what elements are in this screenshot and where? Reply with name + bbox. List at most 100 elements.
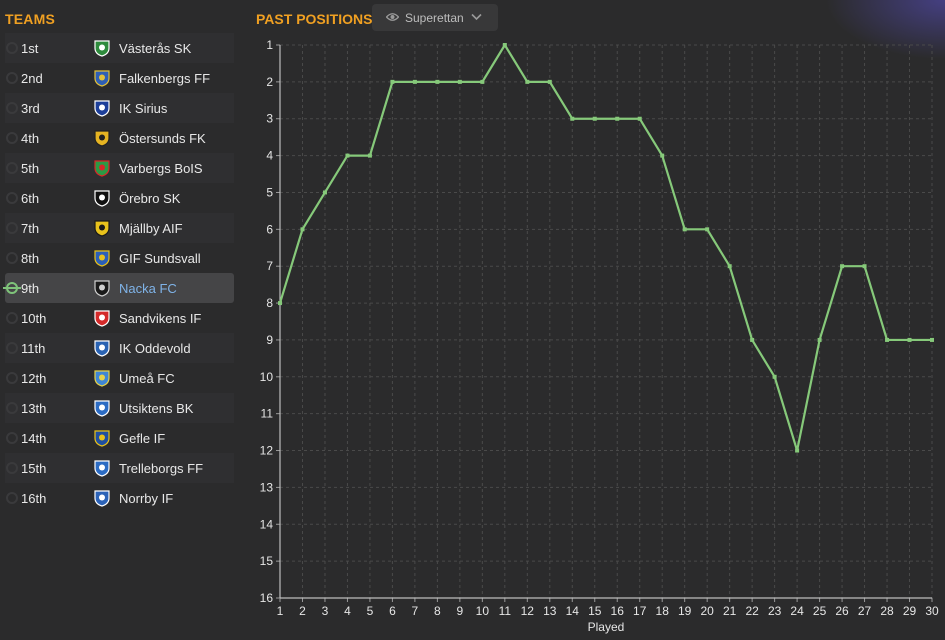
team-row[interactable]: 8th GIF Sundsvall	[5, 243, 234, 273]
x-tick-label: 8	[434, 604, 441, 618]
x-tick-label: 7	[412, 604, 419, 618]
team-position: 16th	[21, 491, 47, 506]
y-tick-label: 10	[260, 370, 274, 384]
club-badge-icon	[94, 100, 110, 117]
data-point	[412, 79, 417, 84]
team-position: 5th	[21, 161, 40, 176]
club-badge-icon	[94, 280, 110, 297]
visibility-toggle[interactable]	[6, 42, 18, 54]
visibility-toggle[interactable]	[6, 72, 18, 84]
team-row[interactable]: 12th Umeå FC	[5, 363, 234, 393]
data-point	[750, 337, 755, 342]
x-tick-label: 11	[499, 604, 512, 618]
visibility-toggle[interactable]	[6, 432, 18, 444]
team-row[interactable]: 7th Mjällby AIF	[5, 213, 234, 243]
x-tick-label: 4	[344, 604, 351, 618]
team-row[interactable]: 13th Utsiktens BK	[5, 393, 234, 423]
x-tick-label: 13	[543, 604, 557, 618]
x-tick-label: 17	[633, 604, 647, 618]
team-row[interactable]: 9th Nacka FC	[3, 273, 234, 303]
club-badge-icon	[94, 40, 110, 57]
y-tick-label: 15	[260, 554, 274, 568]
team-position: 3rd	[21, 101, 40, 116]
data-point	[278, 301, 282, 306]
y-tick-label: 3	[266, 112, 273, 126]
team-position: 11th	[21, 341, 46, 356]
chart-title: PAST POSITIONS	[256, 11, 373, 27]
x-tick-label: 9	[457, 604, 464, 618]
competition-filter-dropdown[interactable]: Superettan	[372, 4, 498, 31]
data-point	[660, 153, 665, 158]
y-tick-label: 11	[261, 407, 274, 421]
visibility-toggle[interactable]	[6, 252, 18, 264]
visibility-toggle[interactable]	[6, 132, 18, 144]
x-tick-label: 16	[611, 604, 625, 618]
team-name: Gefle IF	[119, 431, 166, 446]
series-line	[278, 43, 932, 452]
x-tick-label: 25	[813, 604, 827, 618]
team-row[interactable]: 15th Trelleborgs FF	[5, 453, 234, 483]
y-tick-label: 7	[266, 259, 273, 273]
data-point	[547, 79, 552, 84]
team-name: Trelleborgs FF	[119, 461, 204, 476]
visibility-toggle[interactable]	[6, 222, 18, 234]
x-tick-label: 2	[299, 604, 306, 618]
team-name: Falkenbergs FF	[119, 71, 211, 86]
data-point	[570, 116, 575, 121]
team-row[interactable]: 2nd Falkenbergs FF	[5, 63, 234, 93]
data-point	[435, 79, 440, 84]
team-row[interactable]: 10th Sandvikens IF	[5, 303, 234, 333]
team-row[interactable]: 11th IK Oddevold	[5, 333, 234, 363]
team-row[interactable]: 14th Gefle IF	[5, 423, 234, 453]
data-point	[300, 227, 305, 232]
y-tick-label: 1	[266, 38, 273, 52]
team-position: 12th	[21, 371, 47, 386]
visibility-toggle[interactable]	[6, 162, 18, 174]
visibility-toggle[interactable]	[3, 282, 21, 294]
team-row[interactable]: 1st Västerås SK	[5, 33, 234, 63]
x-tick-label: 30	[925, 604, 939, 618]
data-point	[682, 227, 687, 232]
team-row[interactable]: 16th Norrby IF	[5, 483, 234, 513]
club-badge-icon	[94, 160, 110, 177]
team-row[interactable]: 3rd IK Sirius	[5, 93, 234, 123]
y-tick-label: 4	[266, 149, 273, 163]
visibility-toggle[interactable]	[6, 312, 18, 324]
data-point	[345, 153, 350, 158]
team-row[interactable]: 5th Varbergs BoIS	[5, 153, 234, 183]
y-tick-label: 14	[260, 517, 274, 531]
eye-icon	[386, 13, 399, 21]
data-point	[795, 448, 800, 453]
x-tick-label: 15	[588, 604, 602, 618]
visibility-toggle[interactable]	[6, 102, 18, 114]
x-tick-label: 27	[858, 604, 872, 618]
y-tick-label: 9	[266, 333, 273, 347]
x-tick-label: 10	[476, 604, 490, 618]
team-row[interactable]: 6th Örebro SK	[5, 183, 234, 213]
data-point	[840, 264, 845, 269]
visibility-toggle[interactable]	[6, 462, 18, 474]
team-name: Örebro SK	[119, 191, 181, 206]
filter-label: Superettan	[405, 11, 464, 25]
visibility-toggle[interactable]	[6, 192, 18, 204]
club-badge-icon	[94, 250, 110, 267]
x-tick-label: 22	[745, 604, 759, 618]
team-name: Nacka FC	[119, 281, 177, 296]
team-name: Mjällby AIF	[119, 221, 183, 236]
data-point	[907, 337, 912, 342]
visibility-toggle[interactable]	[6, 372, 18, 384]
team-row[interactable]: 4th Östersunds FK	[5, 123, 234, 153]
visibility-toggle[interactable]	[6, 342, 18, 354]
visibility-toggle[interactable]	[6, 402, 18, 414]
club-badge-icon	[94, 430, 110, 447]
y-tick-label: 6	[266, 222, 273, 236]
y-tick-label: 16	[260, 591, 274, 605]
team-name: Norrby IF	[119, 491, 174, 506]
y-tick-label: 13	[260, 480, 274, 494]
x-tick-label: 1	[277, 604, 284, 618]
team-position: 10th	[21, 311, 47, 326]
x-tick-label: 24	[790, 604, 804, 618]
club-badge-icon	[94, 490, 110, 507]
data-point	[480, 79, 485, 84]
visibility-toggle[interactable]	[6, 492, 18, 504]
